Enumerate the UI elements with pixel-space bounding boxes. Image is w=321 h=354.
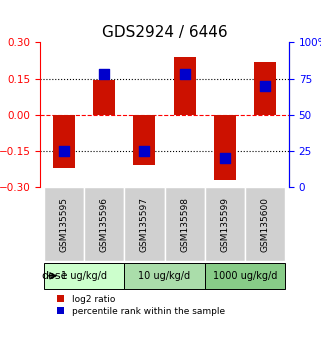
Point xyxy=(222,155,227,161)
Bar xyxy=(245,187,285,261)
Text: GSM135599: GSM135599 xyxy=(220,197,229,252)
Text: 1000 ug/kg/d: 1000 ug/kg/d xyxy=(213,271,277,281)
Point xyxy=(62,148,67,154)
Point xyxy=(142,148,147,154)
Text: GSM135598: GSM135598 xyxy=(180,197,189,252)
Bar xyxy=(53,115,75,168)
Bar xyxy=(205,263,285,289)
Text: 10 ug/kg/d: 10 ug/kg/d xyxy=(138,271,191,281)
Text: GSM135597: GSM135597 xyxy=(140,197,149,252)
Text: 1 ug/kg/d: 1 ug/kg/d xyxy=(61,271,107,281)
Title: GDS2924 / 6446: GDS2924 / 6446 xyxy=(102,25,227,40)
Bar xyxy=(254,62,276,115)
Bar xyxy=(214,115,236,180)
Bar xyxy=(93,80,115,115)
Bar xyxy=(44,263,125,289)
Bar xyxy=(174,57,195,115)
Bar xyxy=(205,187,245,261)
Text: GSM135595: GSM135595 xyxy=(60,197,69,252)
Text: dose: dose xyxy=(41,271,67,281)
Bar xyxy=(165,187,205,261)
Point xyxy=(262,83,267,89)
Legend: log2 ratio, percentile rank within the sample: log2 ratio, percentile rank within the s… xyxy=(57,295,225,315)
Bar xyxy=(134,115,155,165)
Text: GSM135600: GSM135600 xyxy=(260,197,269,252)
Bar xyxy=(125,187,165,261)
Bar xyxy=(44,187,84,261)
Bar xyxy=(125,263,205,289)
Bar xyxy=(84,187,125,261)
Point xyxy=(182,72,187,77)
Text: GSM135596: GSM135596 xyxy=(100,197,109,252)
Point xyxy=(102,72,107,77)
